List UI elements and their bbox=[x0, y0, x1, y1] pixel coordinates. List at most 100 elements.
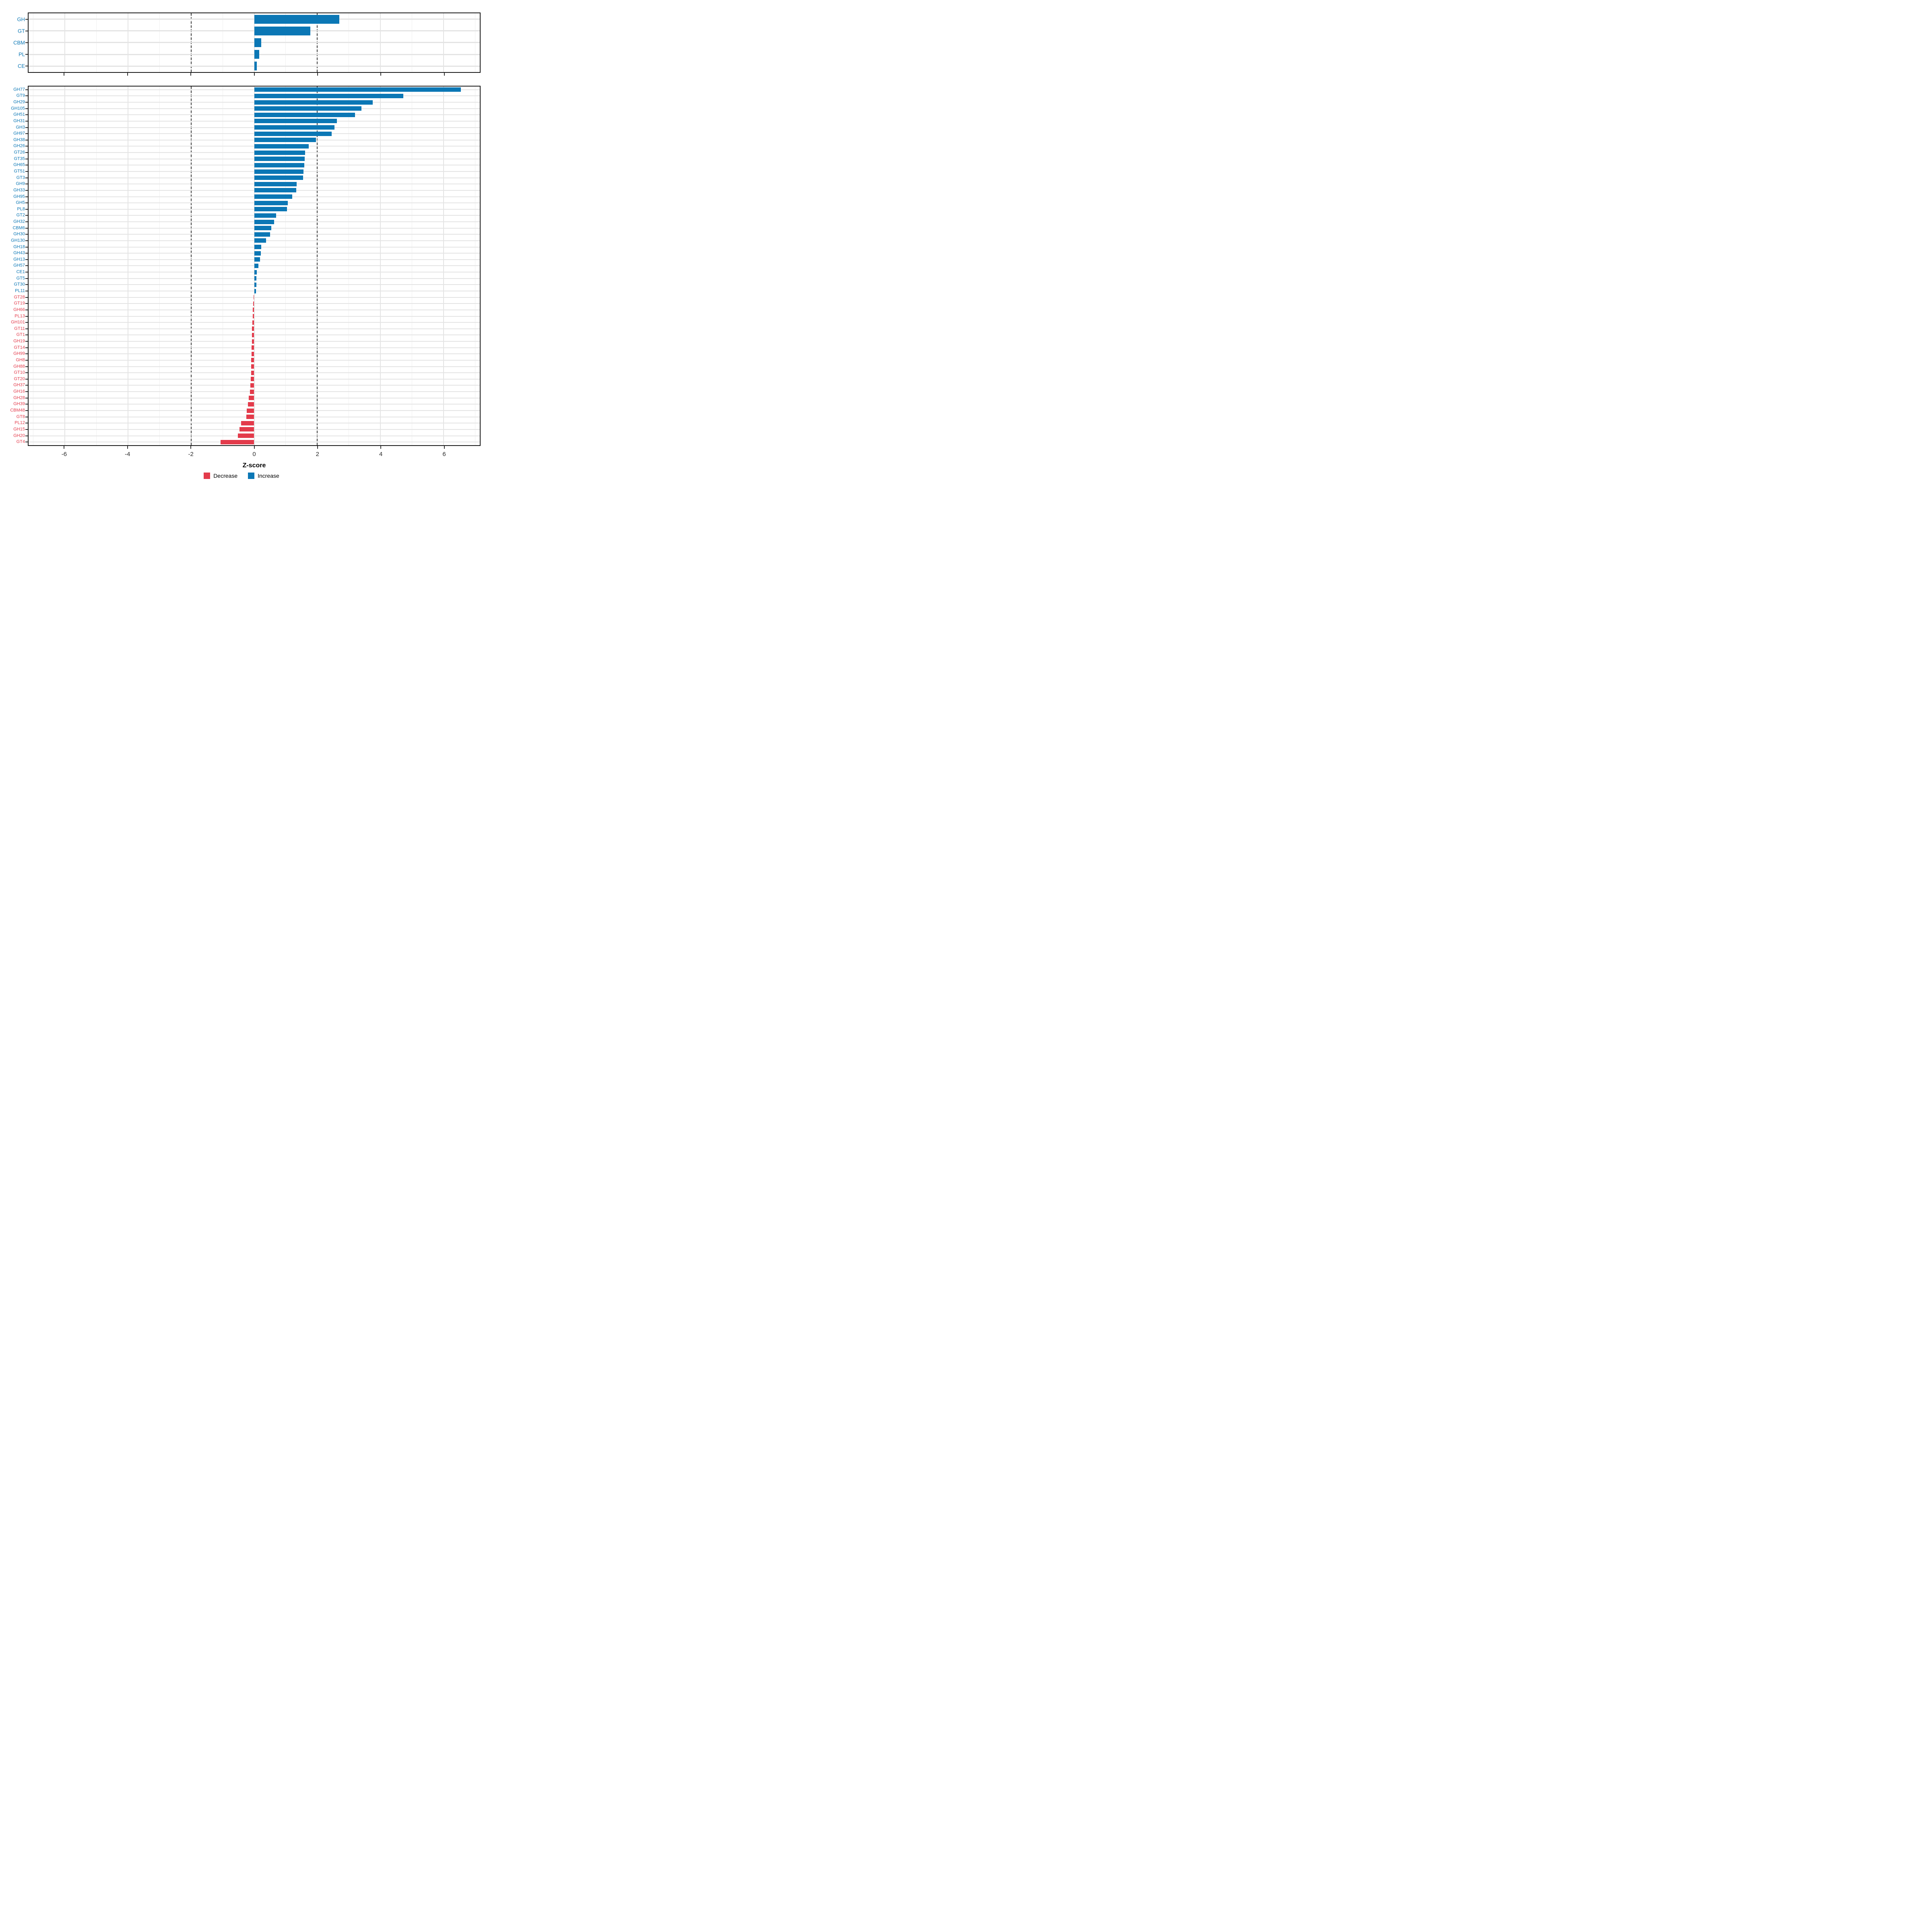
row-gridline bbox=[29, 334, 480, 336]
category-label-GT9: GT9 bbox=[16, 93, 25, 98]
row-gridline bbox=[29, 328, 480, 329]
bar-row-GT1: GT1 bbox=[17, 332, 480, 339]
y-axis-tick bbox=[25, 114, 28, 116]
y-axis-tick bbox=[25, 404, 28, 405]
bar-GH3 bbox=[254, 125, 335, 130]
category-label-GH20: GH20 bbox=[13, 433, 25, 438]
x-tick-top-panel bbox=[127, 73, 128, 76]
legend: Decrease Increase bbox=[0, 473, 483, 479]
row-gridline bbox=[29, 316, 480, 317]
bar-row-GH20: GH20 bbox=[13, 433, 480, 439]
category-label-PL8: PL8 bbox=[17, 206, 25, 212]
category-label-GT20: GT20 bbox=[14, 376, 25, 382]
category-label-GH39: GH39 bbox=[13, 401, 25, 407]
y-axis-tick bbox=[25, 391, 28, 392]
category-label-GH5: GH5 bbox=[16, 200, 25, 205]
bar-GT1 bbox=[252, 332, 254, 337]
row-gridline bbox=[29, 347, 480, 348]
summary-rows-layer: GH GT CBM PL CE bbox=[13, 13, 480, 72]
decrease-swatch bbox=[204, 473, 211, 479]
category-label-GH19: GH19 bbox=[13, 339, 25, 344]
bar-GH15 bbox=[239, 427, 254, 432]
bar-GT bbox=[254, 26, 311, 35]
x-tick bbox=[380, 446, 382, 449]
bar-GH65 bbox=[254, 163, 305, 167]
y-axis-tick bbox=[25, 372, 28, 374]
y-axis-tick bbox=[25, 378, 28, 380]
category-label-CE1: CE1 bbox=[16, 269, 25, 275]
bar-GT4 bbox=[221, 440, 254, 444]
category-label-GH57: GH57 bbox=[13, 263, 25, 268]
x-tick bbox=[190, 446, 192, 449]
bar-row-GT5: GT5 bbox=[17, 275, 480, 282]
bar-GH57 bbox=[254, 263, 258, 268]
row-gridline bbox=[29, 322, 480, 323]
y-axis-tick bbox=[25, 284, 28, 285]
category-label-GH66: GH66 bbox=[13, 307, 25, 312]
bar-row-GH88: GH88 bbox=[13, 363, 480, 370]
category-label-GH18: GH18 bbox=[13, 244, 25, 250]
bar-CE1 bbox=[254, 270, 257, 275]
legend-item-decrease: Decrease bbox=[204, 473, 237, 479]
bar-row-GH37: GH37 bbox=[13, 382, 480, 389]
bar-GH39 bbox=[248, 402, 254, 407]
y-axis-tick bbox=[25, 253, 28, 254]
category-label-GT19: GT19 bbox=[14, 301, 25, 306]
category-label-GH3: GH3 bbox=[16, 125, 25, 130]
legend-label-decrease: Decrease bbox=[213, 473, 238, 479]
bar-row-GH5: GH5 bbox=[16, 200, 480, 206]
bar-GT5 bbox=[254, 276, 256, 281]
y-axis-tick bbox=[25, 366, 28, 367]
y-axis-tick bbox=[25, 120, 28, 122]
y-axis-tick bbox=[25, 385, 28, 386]
category-label-GH13: GH13 bbox=[13, 257, 25, 262]
category-label-GT14: GT14 bbox=[14, 345, 25, 350]
category-label-CBM48: CBM48 bbox=[10, 408, 25, 413]
row-gridline bbox=[29, 366, 480, 367]
bar-GH99 bbox=[251, 351, 254, 356]
row-gridline bbox=[29, 410, 480, 411]
bar-GH9 bbox=[254, 182, 297, 186]
y-axis-tick bbox=[25, 95, 28, 97]
bar-CBM bbox=[254, 38, 261, 47]
category-label-GH101: GH101 bbox=[11, 320, 25, 325]
category-label-GT28: GT28 bbox=[14, 295, 25, 300]
y-axis-tick bbox=[25, 259, 28, 260]
x-tick-top-panel bbox=[380, 73, 382, 76]
bar-row-PL13: PL13 bbox=[14, 313, 480, 320]
y-axis-tick bbox=[25, 196, 28, 197]
bar-row-GH130: GH130 bbox=[11, 237, 480, 244]
category-label-CBM: CBM bbox=[13, 39, 25, 46]
bar-row-GT26: GT26 bbox=[14, 149, 480, 156]
bar-CBM48 bbox=[247, 408, 254, 413]
row-gridline bbox=[29, 378, 480, 380]
bar-GH38 bbox=[254, 138, 316, 142]
category-label-CE: CE bbox=[17, 63, 25, 69]
bar-row-GT30: GT30 bbox=[14, 282, 480, 288]
category-label-CBM6: CBM6 bbox=[12, 225, 25, 231]
bar-CBM6 bbox=[254, 226, 271, 231]
category-label-GH99: GH99 bbox=[13, 351, 25, 356]
category-label-GH38: GH38 bbox=[13, 137, 25, 142]
category-label-GH32: GH32 bbox=[13, 219, 25, 224]
row-gridline bbox=[29, 429, 480, 430]
bar-row-PL11: PL11 bbox=[15, 288, 480, 294]
bar-row-GH43: GH43 bbox=[13, 250, 480, 256]
bar-GT11 bbox=[252, 326, 254, 331]
bar-row-GH97: GH97 bbox=[13, 130, 480, 137]
row-gridline bbox=[29, 303, 480, 304]
y-axis-tick bbox=[25, 54, 28, 55]
bar-CE bbox=[254, 62, 257, 71]
y-axis-tick bbox=[25, 215, 28, 216]
bar-row-GH39: GH39 bbox=[13, 401, 480, 408]
bar-PL bbox=[254, 50, 260, 59]
cazyme-zscore-figure: GH GT CBM PL CE GH77 GT9 GH29 GH105 GH51 GH31 GH3 G… bbox=[0, 0, 483, 483]
bar-row-GT2: GT2 bbox=[17, 213, 480, 219]
bar-GT26 bbox=[254, 150, 305, 155]
category-label-GH77: GH77 bbox=[13, 87, 25, 92]
x-tick-top-panel bbox=[254, 73, 255, 76]
category-label-GH30: GH30 bbox=[13, 231, 25, 237]
y-axis-tick bbox=[25, 202, 28, 204]
y-axis-tick bbox=[25, 152, 28, 153]
bar-row-CBM48: CBM48 bbox=[10, 407, 480, 414]
